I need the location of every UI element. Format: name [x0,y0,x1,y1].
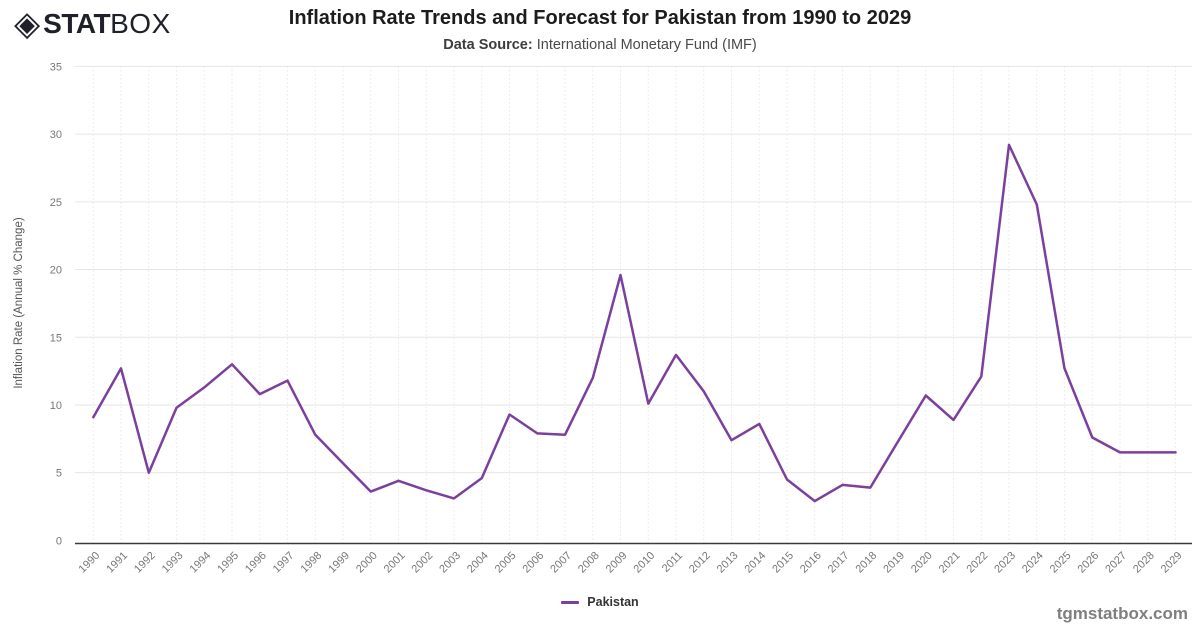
logo-text-stat: STAT [43,8,111,39]
x-tick-label: 2012 [687,550,713,576]
x-tick-label: 2018 [854,550,880,576]
x-tick-label: 1991 [104,550,130,576]
x-tick-label: 2016 [798,550,824,576]
statbox-logo: ◈ STAT BOX [14,6,171,42]
legend-item-pakistan[interactable]: Pakistan [561,595,639,609]
y-axis-title: Inflation Rate (Annual % Change) [13,217,25,388]
watermark-tgmstatbox: tgmstatbox.com [1056,604,1188,623]
x-tick-label: 2024 [1020,550,1046,576]
y-tick-label: 5 [56,468,62,480]
data-source-value: International Monetary Fund (IMF) [532,37,757,53]
x-tick-label: 2010 [632,550,658,576]
x-tick-label: 2014 [743,550,769,576]
legend-line-swatch [561,600,580,604]
y-tick-label: 10 [50,400,62,412]
x-tick-label: 2021 [937,550,963,576]
x-tick-label: 2026 [1076,550,1102,576]
x-tick-label: 2007 [548,550,574,576]
x-tick-label: 1999 [326,550,352,576]
page-title: Inflation Rate Trends and Forecast for P… [288,7,912,29]
x-tick-label: 2001 [382,550,408,576]
x-tick-label: 2013 [715,550,741,576]
x-tick-label: 1995 [215,550,241,576]
pakistan-data-line [92,143,1177,503]
statbox-logo-icon: ◈ [14,5,41,43]
x-tick-label: 1997 [271,550,297,576]
y-tick-label: 30 [50,129,62,141]
x-tick-label: 1993 [160,550,186,576]
x-tick-label: 2005 [493,550,519,576]
x-tick-label: 2009 [604,550,630,576]
x-tick-label: 2015 [770,550,796,576]
logo-text-box: BOX [110,8,171,39]
chart-subtitle: Data Source: International Monetary Fund… [0,37,1200,53]
x-tick-label: 2008 [576,550,602,576]
y-tick-label: 25 [50,197,62,209]
x-tick-label: 2004 [465,550,491,576]
x-tick-label: 2011 [660,550,685,575]
x-tick-label: 2020 [909,550,935,576]
legend-label: Pakistan [587,595,639,609]
x-tick-label: 1994 [188,550,214,576]
x-tick-label: 2023 [992,550,1018,576]
x-tick-label: 2019 [881,550,907,576]
x-tick-label: 2006 [521,550,547,576]
x-tick-label: 2003 [437,550,463,576]
x-tick-label: 1992 [132,550,158,576]
x-tick-label: 2027 [1103,550,1129,576]
x-tick-label: 2017 [826,550,852,576]
x-tick-label: 1990 [77,550,103,576]
x-tick-label: 2002 [410,550,436,576]
x-tick-label: 2028 [1131,550,1157,576]
x-tick-label: 1998 [299,550,325,576]
y-tick-label: 20 [50,265,62,277]
data-source-label: Data Source: [443,37,533,53]
x-tick-label: 2000 [354,550,380,576]
y-tick-label: 15 [50,332,62,344]
x-tick-label: 2029 [1159,550,1185,576]
chart-legend: Pakistan [0,595,1200,609]
y-tick-label: 35 [50,61,62,73]
y-tick-label: 0 [56,535,62,547]
x-tick-label: 2025 [1048,550,1074,576]
x-tick-label: 1996 [243,550,269,576]
x-tick-label: 2022 [965,550,991,576]
